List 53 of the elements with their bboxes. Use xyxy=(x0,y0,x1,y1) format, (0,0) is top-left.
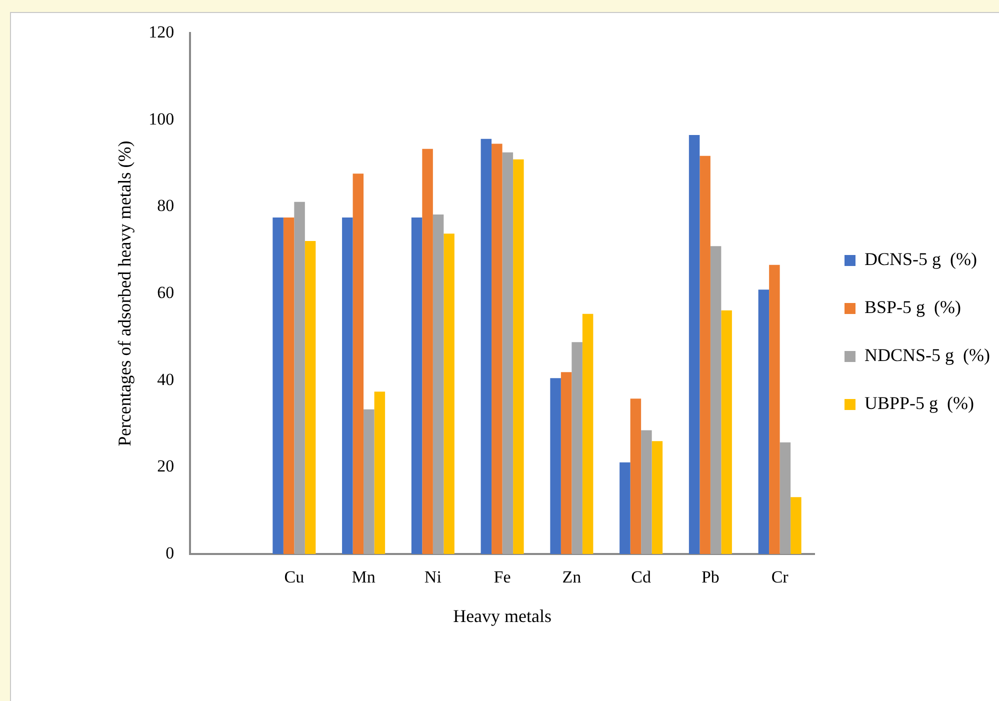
bar xyxy=(444,234,454,554)
y-tick-label: 0 xyxy=(166,543,174,562)
bar xyxy=(374,392,386,554)
x-tick-label: Cu xyxy=(284,568,305,587)
bar xyxy=(780,442,791,554)
y-tick-label: 20 xyxy=(157,456,174,476)
x-axis-title: Heavy metals xyxy=(453,606,552,626)
bar xyxy=(700,156,710,554)
bar xyxy=(758,290,770,554)
bar xyxy=(492,144,502,554)
bar xyxy=(283,218,294,554)
bar xyxy=(422,148,433,554)
x-tick-label: Fe xyxy=(494,568,511,587)
x-tick-label: Cd xyxy=(631,568,652,587)
bar xyxy=(572,342,582,554)
y-tick-label: 120 xyxy=(148,22,174,42)
bar xyxy=(352,174,364,554)
bar xyxy=(790,497,802,554)
bar xyxy=(630,398,642,554)
legend-label: BSP-5 g (%) xyxy=(864,297,962,318)
y-tick-label: 40 xyxy=(157,370,174,389)
bar xyxy=(502,152,514,554)
bar xyxy=(652,441,663,554)
x-tick-label: Mn xyxy=(352,568,376,587)
bar xyxy=(304,240,316,554)
x-tick-label: Zn xyxy=(562,568,582,587)
bar xyxy=(582,314,594,554)
legend-label: UBPP-5 g (%) xyxy=(864,393,974,414)
y-tick-label: 60 xyxy=(157,282,174,302)
bar xyxy=(620,462,630,554)
x-tick-label: Ni xyxy=(424,568,442,587)
bar xyxy=(769,264,780,554)
bar xyxy=(641,430,652,554)
y-tick-label: 80 xyxy=(157,196,174,216)
bar xyxy=(721,310,732,554)
x-tick-label: Pb xyxy=(701,568,720,587)
bar xyxy=(480,138,492,554)
legend-label: DCNS-5 g (%) xyxy=(864,249,978,270)
bar xyxy=(710,246,722,554)
bar xyxy=(342,218,353,554)
bar xyxy=(294,202,305,554)
bar xyxy=(411,218,422,554)
bar xyxy=(560,372,572,554)
bar xyxy=(364,409,374,554)
y-tick-label: 100 xyxy=(148,109,174,128)
bar xyxy=(550,378,561,554)
bar xyxy=(272,218,284,554)
bar xyxy=(688,135,700,554)
y-axis-title: Percentages of adsorbed heavy metals (%) xyxy=(114,140,135,446)
x-tick-label: Cr xyxy=(771,568,789,587)
legend-label: NDCNS-5 g (%) xyxy=(864,345,990,366)
bar xyxy=(513,159,524,554)
bar xyxy=(432,214,444,554)
